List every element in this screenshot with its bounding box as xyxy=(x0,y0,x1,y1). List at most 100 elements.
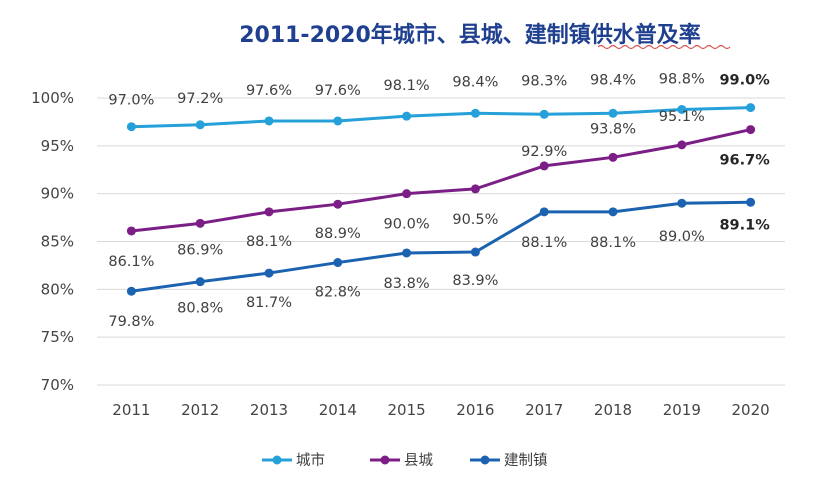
data-label: 98.1% xyxy=(384,78,430,94)
data-point xyxy=(539,109,549,119)
x-tick-label: 2018 xyxy=(594,401,632,419)
data-point xyxy=(264,207,274,217)
y-tick-label: 80% xyxy=(41,280,74,298)
y-tick-label: 95% xyxy=(41,137,74,155)
legend-label: 城市 xyxy=(296,452,325,469)
y-axis: 70% 75% 80% 85% 90% 95% 100% xyxy=(31,89,74,394)
title-underline xyxy=(597,44,731,50)
data-point xyxy=(746,125,756,135)
legend-label: 建制镇 xyxy=(504,452,548,469)
x-tick-label: 2017 xyxy=(525,401,563,419)
data-point xyxy=(470,184,480,194)
y-tick-label: 90% xyxy=(41,185,74,203)
data-point xyxy=(608,152,618,162)
x-tick-label: 2020 xyxy=(732,401,770,419)
data-label: 92.9% xyxy=(521,144,567,160)
legend-marker xyxy=(272,455,282,465)
data-point xyxy=(195,120,205,130)
x-tick-label: 2013 xyxy=(250,401,288,419)
data-point xyxy=(608,108,618,118)
data-point xyxy=(539,207,549,217)
y-tick-label: 85% xyxy=(41,233,74,251)
data-point xyxy=(195,218,205,228)
data-label: 98.3% xyxy=(521,73,567,89)
series-town xyxy=(126,197,756,296)
data-point xyxy=(402,189,412,199)
data-label: 80.8% xyxy=(177,301,223,317)
data-point xyxy=(746,197,756,207)
data-point xyxy=(126,226,136,236)
series-line xyxy=(131,128,751,233)
data-label: 90.0% xyxy=(384,217,430,233)
data-label: 97.2% xyxy=(177,91,223,107)
data-point xyxy=(470,247,480,257)
y-tick-label: 100% xyxy=(31,89,74,107)
series-county xyxy=(126,125,756,236)
data-point xyxy=(333,116,343,126)
legend-marker xyxy=(380,455,390,465)
data-point xyxy=(402,111,412,121)
legend-marker xyxy=(480,455,490,465)
data-point xyxy=(402,248,412,258)
data-point xyxy=(126,122,136,132)
data-label: 88.9% xyxy=(315,226,361,242)
data-label: 86.1% xyxy=(108,254,154,270)
data-label: 98.4% xyxy=(590,72,636,88)
series-line xyxy=(131,106,751,129)
legend-item: 建制镇 xyxy=(470,452,548,469)
data-label: 83.9% xyxy=(452,273,498,289)
data-point xyxy=(470,108,480,118)
data-label: 82.8% xyxy=(315,285,361,301)
data-labels: 97.0% 97.2% 97.6% 97.6% 98.1% 98.4% 98.3% 98.4%… xyxy=(108,71,770,330)
data-label: 96.7% xyxy=(719,153,770,169)
data-point xyxy=(677,104,687,114)
x-tick-label: 2014 xyxy=(319,401,357,419)
x-axis: 2011 2012 2013 2014 2015 2016 2017 2018 2019 2020 xyxy=(112,401,769,419)
y-tick-label: 70% xyxy=(41,376,74,394)
x-tick-label: 2011 xyxy=(112,401,150,419)
data-label: 98.8% xyxy=(659,71,705,87)
data-point xyxy=(126,286,136,296)
data-label: 99.0% xyxy=(719,73,770,89)
data-label: 97.6% xyxy=(315,83,361,99)
series-city xyxy=(126,103,756,132)
legend-item: 城市 xyxy=(262,452,325,469)
legend-item: 县城 xyxy=(370,452,433,469)
x-tick-label: 2019 xyxy=(663,401,701,419)
legend: 城市 县城 建制镇 xyxy=(262,452,548,469)
data-point xyxy=(264,268,274,278)
data-label: 89.1% xyxy=(719,217,770,233)
data-point xyxy=(677,198,687,208)
data-label: 97.6% xyxy=(246,83,292,99)
data-label: 89.0% xyxy=(659,229,705,245)
x-tick-label: 2015 xyxy=(388,401,426,419)
data-label: 97.0% xyxy=(108,93,154,109)
data-point xyxy=(746,103,756,113)
data-label: 95.1% xyxy=(659,109,705,125)
data-label: 86.9% xyxy=(177,242,223,258)
y-tick-label: 75% xyxy=(41,328,74,346)
data-label: 93.8% xyxy=(590,121,636,137)
data-label: 98.4% xyxy=(452,74,498,90)
legend-label: 县城 xyxy=(404,452,433,469)
grid-lines xyxy=(97,97,785,386)
data-point xyxy=(608,207,618,217)
data-label: 79.8% xyxy=(108,314,154,330)
chart-title: 2011-2020年城市、县城、建制镇供水普及率 xyxy=(239,22,701,48)
data-point xyxy=(333,258,343,268)
series-layer xyxy=(126,103,756,296)
data-point xyxy=(264,116,274,126)
data-label: 88.1% xyxy=(246,234,292,250)
data-point xyxy=(539,161,549,171)
data-label: 90.5% xyxy=(452,212,498,228)
x-tick-label: 2012 xyxy=(181,401,219,419)
data-label: 88.1% xyxy=(521,235,567,251)
series-line xyxy=(131,200,751,293)
data-point xyxy=(677,140,687,150)
data-label: 81.7% xyxy=(246,295,292,311)
data-label: 83.8% xyxy=(384,276,430,292)
data-point xyxy=(195,277,205,287)
data-label: 88.1% xyxy=(590,235,636,251)
